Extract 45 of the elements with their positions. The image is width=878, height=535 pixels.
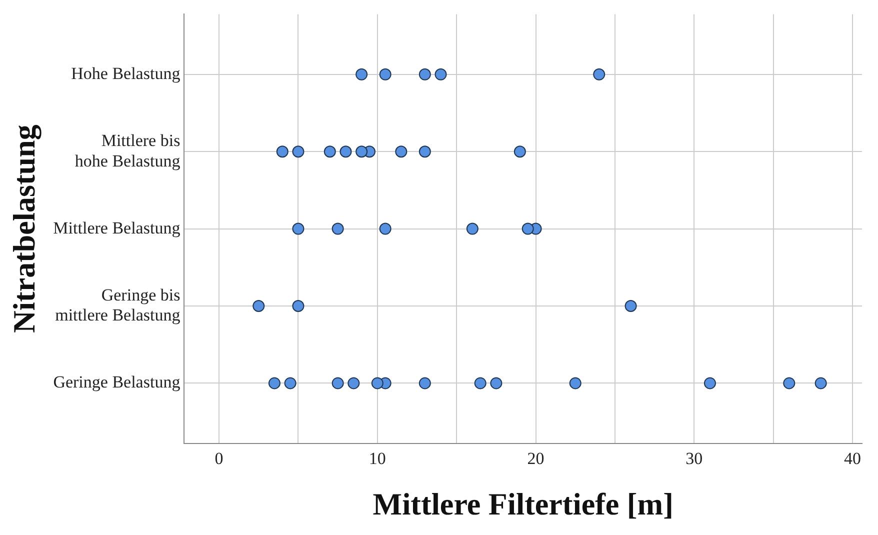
point: [356, 146, 368, 158]
x-tick-label: 10: [368, 449, 386, 468]
y-tick-label: Geringe bis mittlere Belastung: [55, 285, 181, 325]
x-tick-label: 30: [686, 449, 703, 468]
point: [332, 222, 344, 235]
point: [434, 68, 447, 80]
point: [268, 377, 280, 390]
point: [704, 377, 716, 390]
y-axis-title: Nitratbelastung: [6, 124, 42, 333]
point: [490, 377, 502, 390]
point: [814, 377, 827, 390]
point: [348, 377, 360, 390]
point: [292, 222, 304, 235]
point: [624, 300, 637, 312]
point: [474, 377, 486, 390]
point: [252, 300, 265, 312]
point: [356, 68, 368, 80]
y-tick-label: Hohe Belastung: [71, 64, 181, 83]
point: [466, 222, 478, 235]
point: [418, 146, 431, 158]
point: [276, 146, 288, 158]
y-tick-label: Mittlere bis hohe Belastung: [74, 130, 181, 170]
point: [324, 146, 336, 158]
point: [593, 68, 606, 80]
x-tick-label: 20: [527, 449, 544, 468]
point: [418, 377, 431, 390]
point: [340, 146, 352, 158]
point: [284, 377, 296, 390]
point: [569, 377, 582, 390]
y-tick-label: Geringe Belastung: [53, 372, 181, 392]
point: [292, 146, 304, 158]
point: [522, 222, 534, 235]
point: [371, 377, 384, 390]
point: [292, 300, 304, 312]
point: [783, 377, 796, 390]
x-tick-label: 0: [214, 449, 224, 468]
point: [395, 146, 408, 158]
point: [514, 146, 526, 158]
point: [418, 68, 431, 80]
point: [332, 377, 344, 390]
x-tick-label: 40: [844, 449, 861, 468]
x-axis-title: Mittlere Filtertiefe [m]: [372, 486, 674, 522]
y-tick-label: Mittlere Belastung: [53, 218, 181, 238]
point: [379, 222, 392, 235]
point: [379, 68, 392, 80]
